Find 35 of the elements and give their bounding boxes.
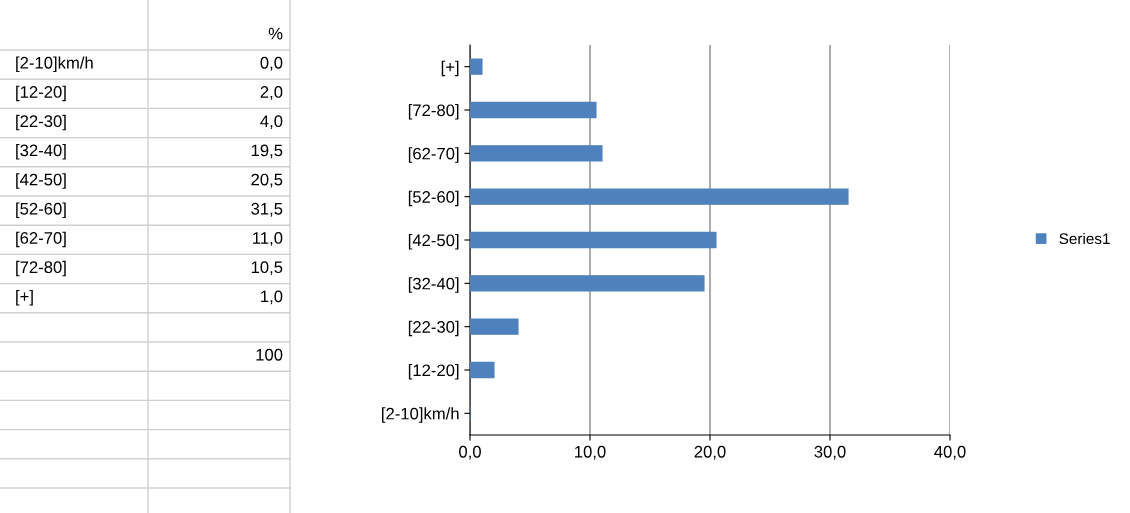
category-label: [72-80] (16, 260, 66, 277)
category-label: [52-60] (16, 202, 66, 218)
category-label: [42-50] (16, 173, 66, 189)
x-tick-label: 0,0 (459, 445, 481, 460)
x-tick-label: 10,0 (575, 445, 606, 460)
x-tick-label: 40,0 (934, 445, 966, 460)
y-tick-label: [42-50] (408, 233, 459, 250)
y-tick-label: [72-80] (408, 103, 459, 120)
category-label: [62-70] (16, 231, 66, 248)
y-tick-label: [22-30] (408, 320, 459, 337)
text: 31,5 (251, 202, 283, 217)
text: 100 (256, 348, 283, 361)
category-label: [12-20] (16, 85, 66, 102)
y-tick-label: [32-40] (408, 277, 459, 293)
y-tick-label: [62-70] (408, 147, 459, 163)
legend-label: Series1 (1059, 232, 1110, 245)
text: % (268, 27, 283, 40)
category-label: [+] (16, 290, 33, 306)
text: 20,5 (251, 173, 283, 188)
category-label: [22-30] (16, 114, 66, 131)
y-tick-label: [2-10]km/h (382, 407, 459, 423)
y-tick-label: [52-60] (408, 190, 459, 207)
y-tick-label: [+] (441, 60, 459, 77)
text: 4,0 (260, 115, 283, 130)
category-label: [2-10]km/h (16, 56, 93, 72)
text: 19,5 (251, 144, 283, 159)
text: 0,0 (260, 56, 283, 71)
text: 11,0 (253, 232, 283, 246)
text: 2,0 (260, 86, 283, 100)
y-tick-label: [12-20] (408, 363, 459, 380)
text: 1,0 (261, 290, 283, 305)
x-tick-label: 30,0 (814, 445, 846, 460)
x-tick-label: 20,0 (694, 445, 726, 460)
text: 10,5 (251, 261, 283, 276)
category-label: [32-40] (16, 144, 66, 160)
